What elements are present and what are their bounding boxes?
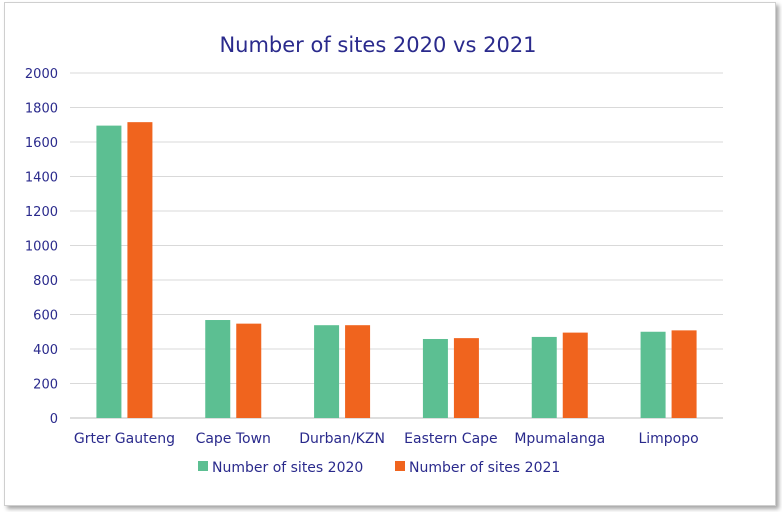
y-tick-label: 800 [33,274,58,289]
x-category-label: Cape Town [196,431,271,447]
bar-2021 [345,325,371,418]
bars [96,122,697,419]
bar-2020 [422,338,448,418]
y-tick-label: 1400 [25,171,58,186]
x-category-label: Grter Gauteng [74,431,175,447]
legend-swatch-2021 [395,461,405,471]
bar-2021 [671,330,697,418]
gridlines [70,72,723,419]
y-axis-ticks: 0 200 400 600 800 1000 1200 1400 1600 1800 2000 [25,67,58,427]
bar-2020 [96,125,122,419]
y-tick-label: 1000 [25,240,58,255]
bar-2021 [236,323,262,418]
y-tick-label: 1600 [25,136,58,151]
bar-2021 [453,338,479,418]
bar-2020 [640,331,666,418]
y-tick-label: 400 [33,343,58,358]
bar-2021 [127,122,153,418]
y-tick-label: 600 [33,309,58,324]
legend-label-2021: Number of sites 2021 [409,460,560,476]
legend-swatch-2020 [198,461,208,471]
x-category-label: Durban/KZN [299,431,385,447]
bar-2020 [531,336,557,418]
x-category-label: Eastern Cape [404,431,498,447]
legend: Number of sites 2020 Number of sites 202… [198,460,560,476]
y-tick-label: 2000 [25,67,58,82]
chart-title: Number of sites 2020 vs 2021 [219,33,536,57]
x-category-label: Limpopo [638,431,698,447]
y-tick-label: 1200 [25,205,58,220]
bar-2020 [314,325,340,418]
y-tick-label: 1800 [25,102,58,117]
y-tick-label: 200 [33,378,58,393]
x-axis-categories: Grter Gauteng Cape Town Durban/KZN Eastern … [74,431,699,447]
x-category-label: Mpumalanga [514,431,605,447]
bar-2020 [205,320,231,418]
y-tick-label: 0 [50,412,58,427]
bar-2021 [562,332,588,418]
legend-label-2020: Number of sites 2020 [212,460,363,476]
